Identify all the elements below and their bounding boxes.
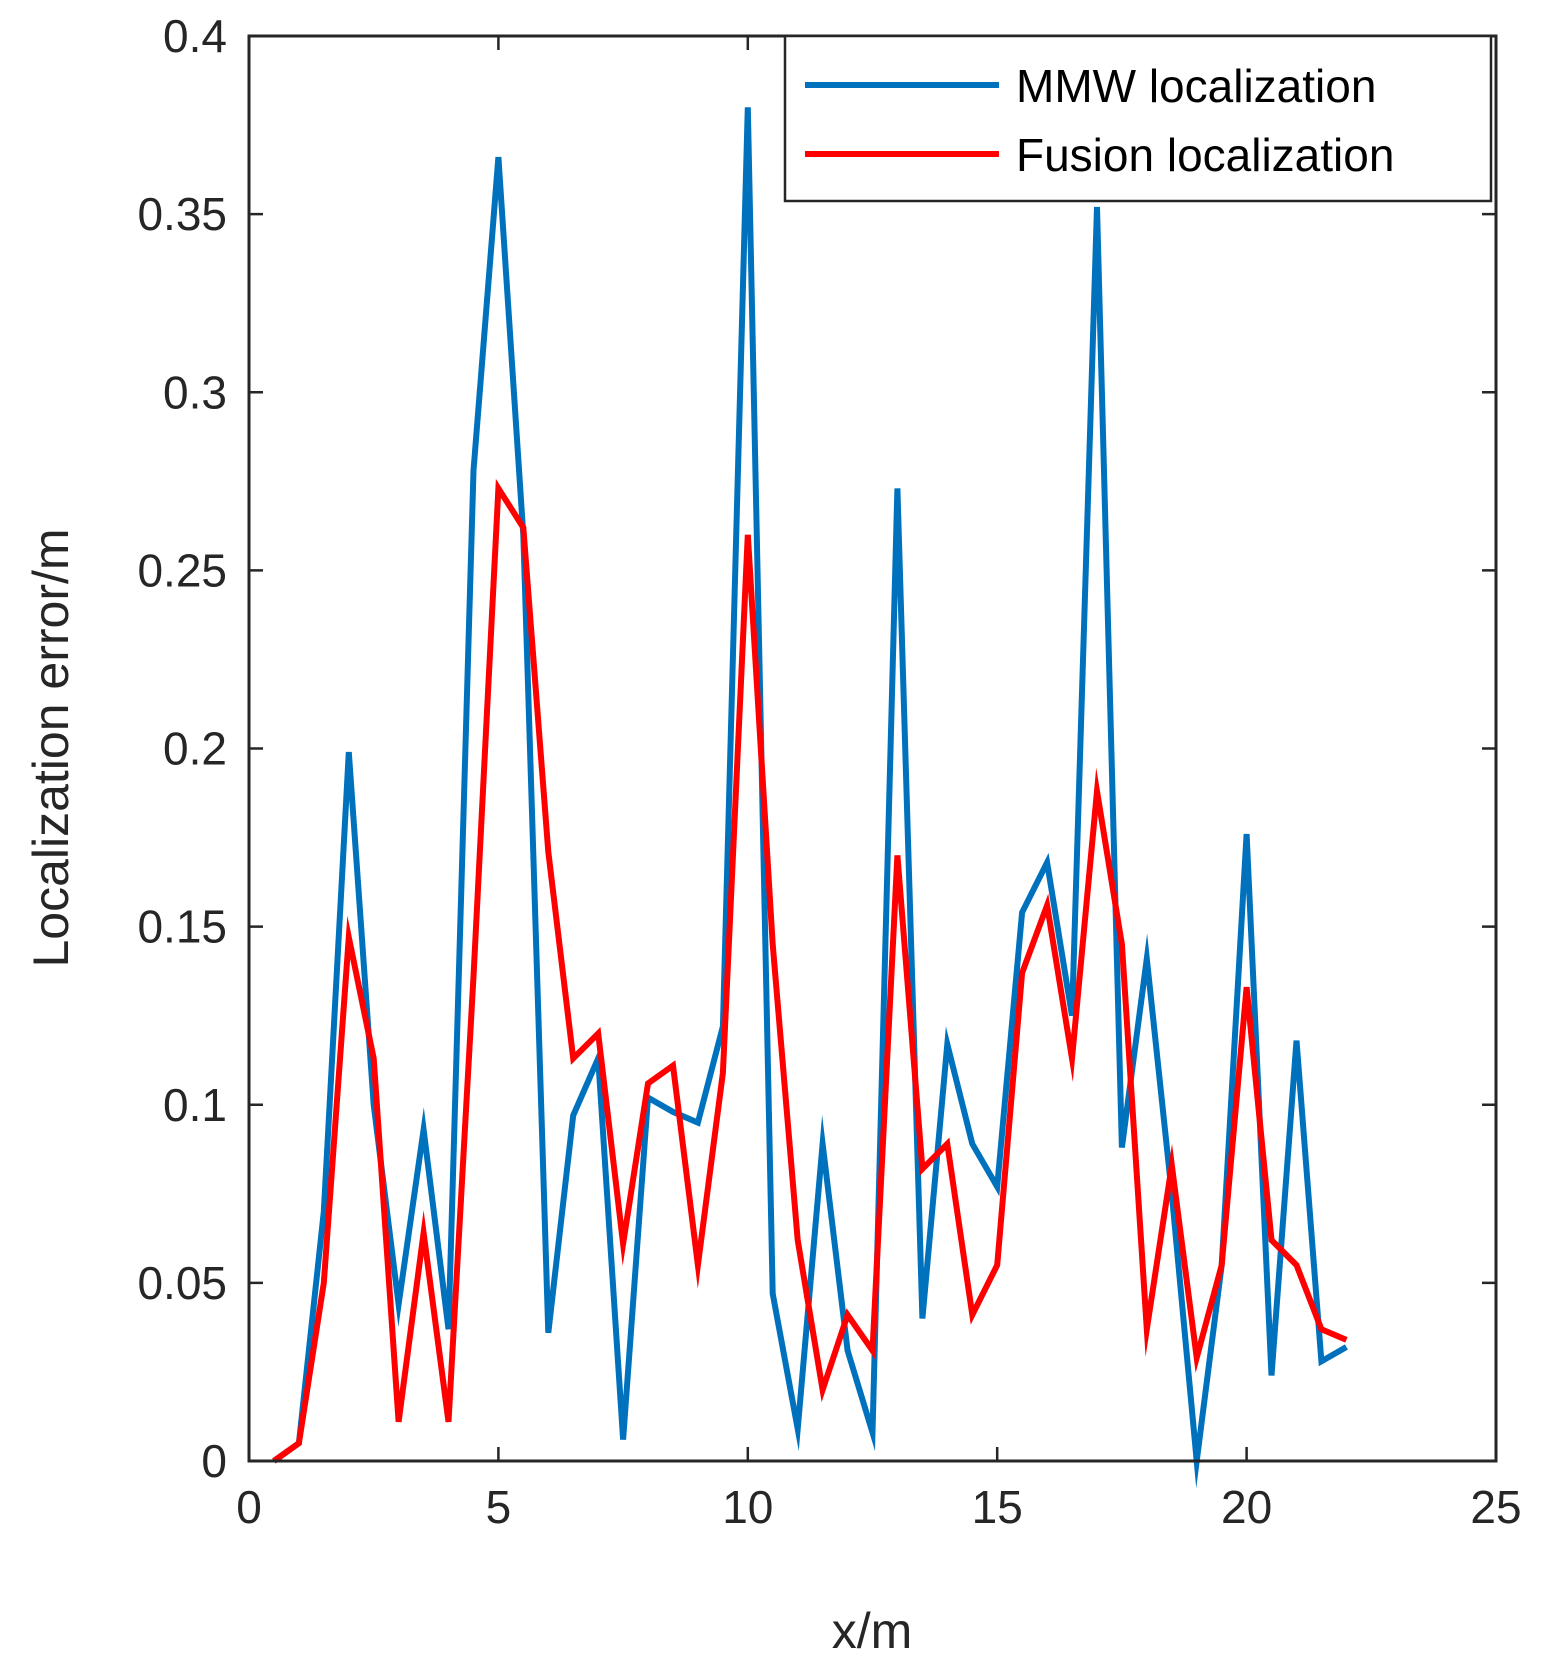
y-tick-label: 0.2 <box>163 723 227 775</box>
x-tick-label: 20 <box>1221 1481 1272 1533</box>
y-axis-label: Localization error/m <box>23 528 79 967</box>
x-tick-label: 5 <box>486 1481 512 1533</box>
y-tick-label: 0.25 <box>137 544 227 596</box>
x-tick-label: 10 <box>722 1481 773 1533</box>
y-tick-label: 0.35 <box>137 188 227 240</box>
legend-box <box>783 34 1493 203</box>
series-layer <box>272 107 1348 1489</box>
x-tick-label: 0 <box>236 1481 262 1533</box>
legend: MMW localization Fusion localization <box>783 34 1493 203</box>
y-tick-label: 0.15 <box>137 901 227 953</box>
series-line-fusion <box>272 478 1348 1464</box>
y-tick-label: 0.1 <box>163 1079 227 1131</box>
y-tick-label: 0.05 <box>137 1257 227 1309</box>
y-tick-label: 0.4 <box>163 10 227 62</box>
y-tick-label: 0 <box>201 1435 227 1487</box>
x-tick-label: 25 <box>1470 1481 1521 1533</box>
tick-labels: 0 5 10 15 20 25 0 0.05 0.1 0.15 0.2 0.25 0.3 0.35 0.4 <box>137 10 1521 1533</box>
legend-label-fusion: Fusion localization <box>1016 129 1394 181</box>
y-tick-label: 0.3 <box>163 366 227 418</box>
x-tick-label: 15 <box>972 1481 1023 1533</box>
series-line-mmw <box>272 107 1348 1489</box>
legend-label-mmw: MMW localization <box>1016 60 1376 112</box>
x-axis-label: x/m <box>832 1603 913 1659</box>
